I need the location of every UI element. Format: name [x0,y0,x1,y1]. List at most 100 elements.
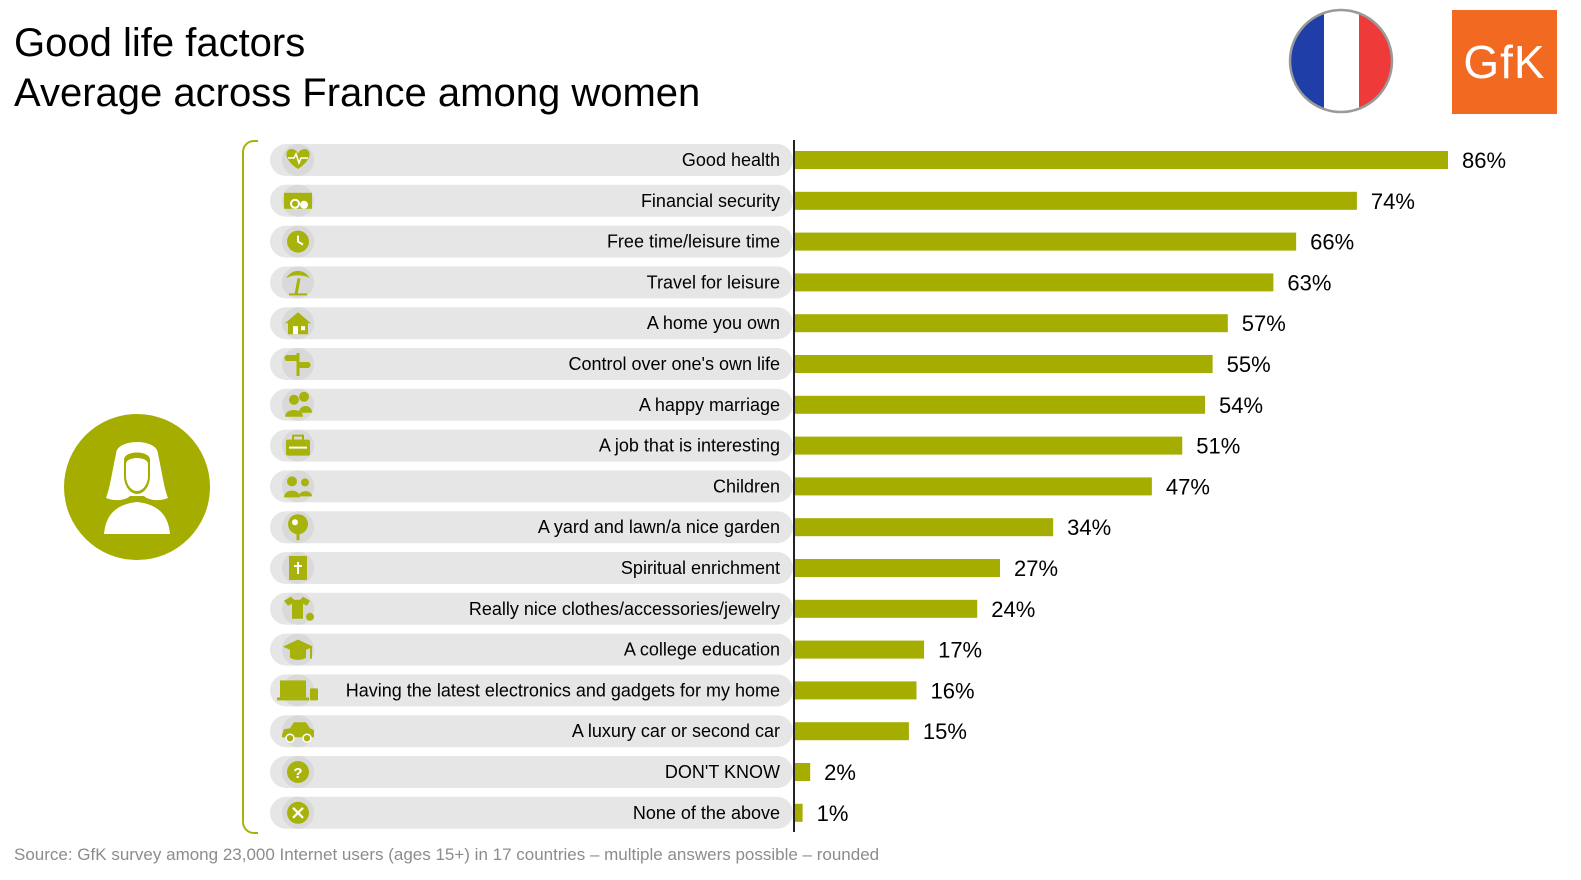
category-label: A job that is interesting [599,436,780,456]
signpost-icon [284,353,311,376]
x-circle-icon [287,801,309,824]
clothes-icon [284,596,314,621]
value-label: 16% [930,678,974,703]
chart-row: Travel for leisure 63% [270,266,1331,299]
bar [795,681,917,700]
value-label: 17% [938,638,982,663]
row-label-bg [270,225,793,258]
category-label: Having the latest electronics and gadget… [346,680,780,700]
chart-row: Free time/leisure time 66% [270,225,1354,258]
chart-row: A happy marriage 54% [270,388,1263,421]
row-label-bg [270,552,793,584]
chart-row: Control over one's own life 55% [270,348,1271,380]
chart-row: Spiritual enrichment 27% [270,552,1058,584]
value-label: 24% [991,597,1035,622]
category-label: Spiritual enrichment [621,558,780,578]
value-label: 55% [1227,352,1271,377]
palm-tree-icon [286,270,310,296]
chart-row: Financial security 74% [270,184,1415,217]
category-label: None of the above [633,803,780,823]
bar [795,232,1297,251]
bar [795,395,1206,414]
bar [795,518,1054,537]
value-label: 27% [1014,556,1058,581]
category-label: DON'T KNOW [665,762,780,782]
row-label-bg [270,715,793,748]
chart-row: Having the latest electronics and gadget… [270,674,975,707]
category-label: Financial security [641,191,780,211]
source-note: Source: GfK survey among 23,000 Internet… [14,845,880,864]
category-label: Good health [682,150,780,170]
bar [795,477,1152,496]
chart-row: Children 47% [270,470,1210,503]
row-label-bg [270,388,793,421]
row-label-bg [270,429,793,462]
row-label-bg [270,633,793,666]
value-label: 63% [1287,270,1331,295]
bar [795,599,978,618]
row-label-bg [270,266,793,299]
category-label: Children [713,476,780,496]
chart-row: A yard and lawn/a nice garden 34% [270,511,1111,544]
category-label: A home you own [647,313,780,333]
page-title: Good life factors Average across France … [14,18,700,118]
svg-text:?: ? [293,765,302,782]
bar [795,151,1448,169]
category-label: Free time/leisure time [607,232,780,252]
category-label: Control over one's own life [568,354,780,374]
row-label-bg [270,756,793,788]
chart-row: Good health 86% [270,144,1506,176]
graduation-cap-icon [283,639,313,660]
value-label: 2% [824,760,856,785]
chart-row: A college education 17% [270,633,982,666]
children-icon [284,476,312,498]
bar [795,559,1001,577]
category-label: A yard and lawn/a nice garden [538,517,780,537]
heart-icon [286,149,310,169]
money-icon [284,192,312,209]
title-line-2: Average across France among women [14,71,701,115]
house-icon [285,312,311,335]
row-label-bg [270,348,793,380]
row-label-bg [270,511,793,544]
row-label-bg [270,144,793,176]
value-label: 15% [923,719,967,744]
car-icon [282,722,314,743]
value-label: 1% [817,801,849,826]
category-label: Really nice clothes/accessories/jewelry [469,599,780,619]
bar [795,273,1274,292]
category-label: A happy marriage [639,395,780,415]
bracket-divider [242,140,258,834]
chart-row: Really nice clothes/accessories/jewelry 2… [270,592,1035,625]
book-icon [289,556,307,580]
electronics-icon [277,680,318,701]
value-label: 57% [1242,311,1286,336]
bar [795,355,1213,373]
category-label: A college education [624,640,780,660]
row-label-bg [270,470,793,503]
value-label: 66% [1310,230,1354,255]
bar [795,722,909,741]
category-label: A luxury car or second car [572,721,780,741]
category-label: Travel for leisure [647,272,780,292]
title-line-1: Good life factors [14,21,306,65]
chart-row: ? DON'T KNOW 2% [270,756,856,788]
bar [795,640,925,659]
woman-icon [64,414,210,560]
row-label-bg [270,796,793,829]
bar [795,436,1183,455]
bar [795,191,1357,210]
clock-icon [287,230,309,253]
bar [795,803,803,822]
chart-row: A job that is interesting 51% [270,429,1240,462]
chart-row: A luxury car or second car 15% [270,715,967,748]
value-label: 54% [1219,393,1263,418]
tree-icon [288,514,308,541]
row-label-bg [270,307,793,340]
value-label: 47% [1166,474,1210,499]
row-label-bg [270,674,793,707]
value-label: 34% [1067,515,1111,540]
france-flag-icon [1288,8,1394,114]
couple-icon [285,391,312,417]
